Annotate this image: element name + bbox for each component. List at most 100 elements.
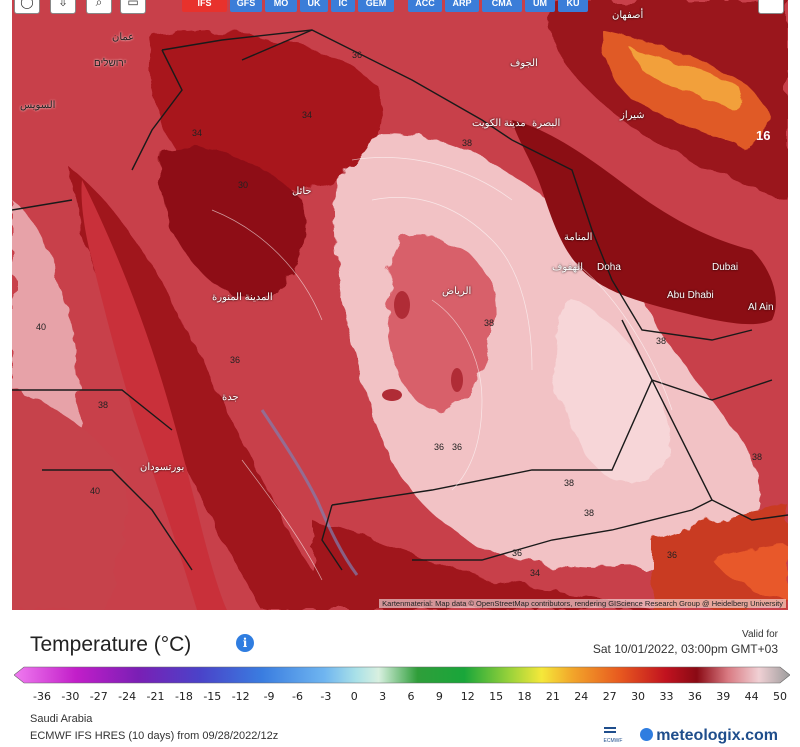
temperature-map-svg	[12, 0, 788, 610]
valid-label: Valid for	[742, 629, 778, 640]
contour-label: 40	[90, 486, 101, 496]
city-label: السويس	[20, 100, 56, 111]
contour-label: 30	[238, 180, 249, 190]
model-tab-um[interactable]: UM	[525, 0, 555, 12]
scale-tick-label: -9	[263, 690, 275, 703]
contour-label: 36	[230, 355, 241, 365]
city-label: عمان	[112, 32, 135, 43]
contour-label: 36	[452, 442, 463, 452]
weather-map[interactable]: عمان ירושלים السويس حائل المدينة المنورة…	[12, 0, 788, 610]
scale-tick-label: 30	[631, 690, 646, 703]
city-label: Dubai	[712, 262, 739, 273]
scale-tick-label: 39	[716, 690, 731, 703]
contour-label: 40	[36, 322, 47, 332]
contour-label: 34	[192, 128, 203, 138]
ruler-button[interactable]: ▭	[120, 0, 146, 14]
contour-label: 36	[512, 548, 523, 558]
contour-label: 38	[462, 138, 473, 148]
scale-tick-label: -6	[291, 690, 303, 703]
model-tab-gfs[interactable]: GFS	[230, 0, 262, 12]
contour-label: 38	[752, 452, 763, 462]
contour-label: 38	[484, 318, 495, 328]
contour-label: 38	[584, 508, 595, 518]
contour-label: 36	[667, 550, 678, 560]
city-label: مدينة الكويت	[472, 118, 526, 129]
contour-label: 16	[756, 128, 771, 143]
scale-tick-label: -3	[320, 690, 332, 703]
scale-tick-label: -15	[203, 690, 222, 703]
brand-logo[interactable]: meteologix.com	[640, 727, 778, 745]
city-label: الجوف	[510, 58, 538, 69]
city-label: البصرة	[532, 118, 561, 129]
city-label: المدينة المنورة	[212, 292, 273, 303]
city-label: Al Ain	[748, 302, 774, 313]
search-button[interactable]: ⌕	[86, 0, 112, 14]
model-tab-cma[interactable]: CMA	[482, 0, 522, 12]
scale-tick-label: -36	[33, 690, 51, 703]
scale-tick-label: 44	[744, 690, 759, 703]
model-tab-uk[interactable]: UK	[300, 0, 328, 12]
city-label: Abu Dhabi	[667, 290, 714, 301]
contour-label: 38	[656, 336, 667, 346]
city-label: المنامة	[564, 232, 593, 243]
scale-tick-label: 33	[659, 690, 674, 703]
scale-tick-label: 27	[602, 690, 617, 703]
map-attribution: Kartenmaterial: Map data © OpenStreetMap…	[379, 599, 786, 608]
scale-tick-label: -24	[118, 690, 137, 703]
meteologix-icon	[640, 728, 654, 741]
search-icon: ⌕	[95, 0, 103, 9]
info-icon[interactable]: i	[236, 634, 254, 652]
scale-tick-label: 12	[460, 690, 475, 703]
model-tab-mo[interactable]: MO	[265, 0, 297, 12]
city-label: جدة	[222, 392, 239, 403]
circle-tool-icon: ◯	[20, 0, 34, 9]
scale-tick-label: 50	[773, 690, 787, 703]
circle-tool-button[interactable]: ◯	[14, 0, 40, 14]
valid-value: Sat 10/01/2022, 03:00pm GMT+03	[592, 642, 778, 656]
scale-tick-label: 9	[435, 690, 443, 703]
download-button[interactable]: ⇩	[50, 0, 76, 14]
city-label: بورتسودان	[140, 462, 185, 473]
model-run-info: ECMWF IFS HRES (10 days) from 09/28/2022…	[30, 730, 279, 742]
scale-tick-label: 15	[489, 690, 504, 703]
scale-tick-label: -12	[231, 690, 250, 703]
scale-tick-label: -18	[174, 690, 193, 703]
svg-text:ECMWF: ECMWF	[604, 738, 623, 744]
ecmwf-logo: ECMWF	[604, 727, 623, 744]
contour-label: 34	[530, 568, 541, 578]
legend-title: Temperature (°C)	[30, 633, 192, 656]
download-icon: ⇩	[57, 0, 69, 9]
model-tab-gem[interactable]: GEM	[358, 0, 394, 12]
fullscreen-button[interactable]	[758, 0, 784, 14]
model-tab-ifs[interactable]: IFS	[182, 0, 227, 12]
city-label: Doha	[597, 262, 621, 273]
city-label: شيراز	[620, 110, 645, 121]
city-label: الهفوف	[552, 262, 584, 273]
scale-tick-label: -30	[61, 690, 80, 703]
contour-label: 38	[98, 400, 109, 410]
scale-tick-label: 36	[687, 690, 702, 703]
model-tab-acc[interactable]: ACC	[408, 0, 442, 12]
ruler-icon: ▭	[127, 0, 139, 9]
city-label: أصفهان	[612, 10, 644, 21]
city-label: ירושלים	[94, 58, 127, 69]
model-tab-ku[interactable]: KU	[558, 0, 588, 12]
scale-tick-label: 18	[517, 690, 532, 703]
scale-tick-label: 0	[350, 690, 358, 703]
scale-tick-label: 24	[574, 690, 589, 703]
contour-label: 36	[352, 50, 363, 60]
scale-tick-label: 3	[379, 690, 387, 703]
city-label: حائل	[292, 186, 312, 197]
color-scale-bar	[14, 666, 790, 684]
scale-tick-label: -21	[146, 690, 165, 703]
scale-tick-label: 6	[407, 690, 415, 703]
contour-label: 36	[434, 442, 445, 452]
scale-tick-label: 21	[545, 690, 560, 703]
model-tab-arp[interactable]: ARP	[445, 0, 479, 12]
city-label: الرياض	[442, 286, 472, 297]
scale-tick-label: -27	[89, 690, 108, 703]
model-tab-ic[interactable]: IC	[331, 0, 355, 12]
contour-label: 34	[302, 110, 313, 120]
contour-label: 38	[564, 478, 575, 488]
region-name: Saudi Arabia	[30, 713, 93, 725]
